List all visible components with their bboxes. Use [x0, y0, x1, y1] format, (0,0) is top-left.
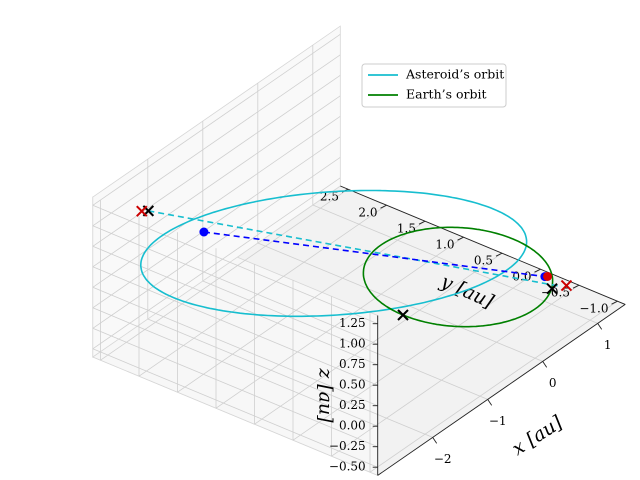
z-tick-label: 0.50 [339, 378, 366, 392]
grid-line-z [92, 74, 341, 247]
y-tick-label: 0.5 [474, 254, 493, 268]
x-tick-label: 0 [549, 376, 557, 390]
y-tick-mark [495, 252, 503, 257]
grid-line-z [92, 266, 378, 386]
x-tick-mark [432, 437, 438, 444]
grid-line-z [92, 286, 378, 407]
series-layer [136, 189, 573, 328]
y-tick-mark [572, 284, 580, 289]
grid-line-z [92, 115, 341, 288]
y-tick-mark [457, 236, 464, 241]
grid-line-y [369, 300, 618, 473]
x-marker-2 [560, 279, 573, 292]
y-tick-label: 2.5 [320, 190, 339, 204]
orbit-line-0 [140, 189, 528, 318]
grid-line-x [202, 280, 488, 400]
z-tick-label: −0.50 [329, 460, 366, 474]
x-axis-label: x [au] [508, 411, 567, 460]
grid-line-z [92, 348, 378, 468]
x-tick-label: −2 [434, 452, 452, 466]
grid-line-z [92, 225, 378, 345]
legend-label-1: Earth’s orbit [406, 87, 487, 102]
y-tick-label: 2.0 [358, 206, 377, 220]
grid-line-z [92, 327, 378, 448]
y-tick-label: 0.0 [512, 270, 531, 284]
y-tick-mark [380, 204, 387, 209]
grid-line-z [92, 33, 341, 206]
x-axis-line [377, 304, 626, 476]
x-marker-1 [546, 282, 558, 295]
z-tick-label: 0.75 [339, 357, 366, 371]
grid-line-z [92, 95, 341, 268]
tick-labels: −2−101−1.0−0.50.00.51.01.52.02.5−0.50−0.… [320, 188, 618, 474]
y-tick-mark [534, 268, 541, 273]
grid-line-x [257, 242, 543, 362]
x-tick-mark [487, 399, 493, 406]
y-axis-line [340, 185, 626, 305]
legend-label-0: Asteroid’s orbit [405, 67, 504, 82]
grid-line-z [92, 177, 341, 350]
grid-line-x [147, 318, 433, 438]
z-tick-label: 1.00 [339, 337, 366, 351]
dashed-segment-1 [203, 231, 546, 278]
x-marker-4 [136, 205, 148, 217]
grid-line-z [92, 54, 341, 227]
legend: Asteroid’s orbit Earth’s orbit [361, 63, 507, 108]
dot-marker-7 [543, 271, 553, 281]
y-tick-label: 1.0 [435, 238, 454, 252]
x-tick-label: −1 [489, 414, 507, 428]
grid-line-y [100, 188, 349, 361]
grid-line-y [292, 268, 541, 441]
z-tick-label: 1.25 [339, 316, 366, 330]
z-tick-label: −0.25 [329, 439, 366, 453]
grid-line-y [177, 220, 426, 393]
dot-marker-5 [199, 227, 209, 237]
z-tick-label: 0.00 [339, 419, 366, 433]
grid-line-z [92, 156, 341, 329]
grid-line-y [215, 236, 464, 409]
grid-line-z [92, 307, 378, 427]
grid-line-z [92, 136, 341, 309]
x-tick-mark [597, 323, 603, 330]
z-tick-label: 0.25 [339, 398, 366, 412]
x-tick-label: 1 [604, 338, 612, 352]
x-marker-0 [397, 309, 409, 321]
x-tick-mark [542, 361, 548, 368]
grid-line-y [138, 204, 387, 377]
grid-line-y [254, 252, 503, 425]
y-tick-mark [418, 220, 426, 225]
grid-line-y [331, 284, 580, 457]
y-tick-label: −1.0 [579, 302, 608, 316]
grid-line-z [92, 204, 378, 325]
y-tick-mark [611, 300, 618, 305]
z-axis-label: z [au] [315, 367, 337, 423]
